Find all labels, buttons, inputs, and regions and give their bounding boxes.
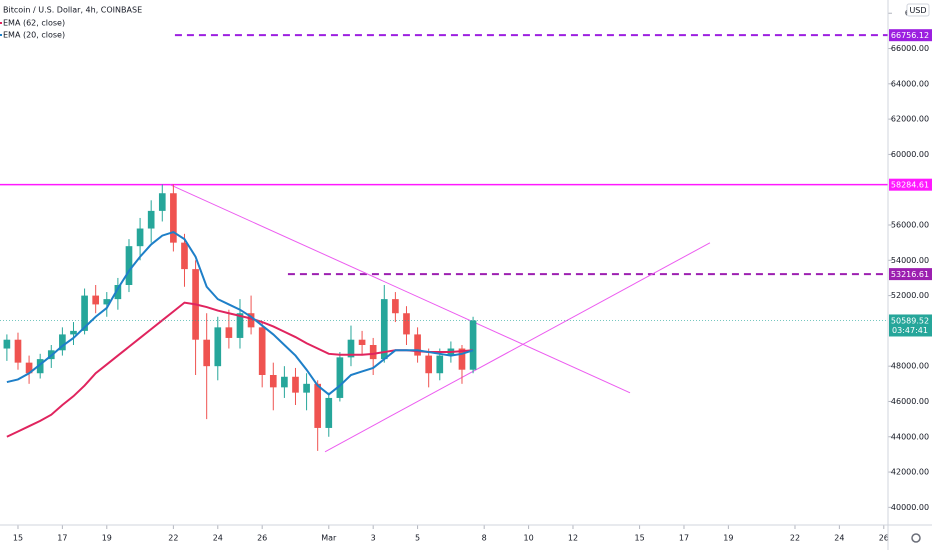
y-tick-label: 40000.00: [891, 503, 929, 512]
trend-line: [169, 184, 631, 394]
x-tick-label: 17: [57, 534, 67, 543]
plot-area: [0, 34, 888, 453]
candle-body: [436, 355, 444, 374]
countdown: 03:47:41: [892, 326, 928, 335]
candle-body: [392, 299, 399, 314]
x-tick-label: 26: [879, 534, 889, 543]
candle-body: [203, 339, 211, 367]
y-tick-label: 64000.00: [891, 79, 929, 88]
x-tick-label: Mar: [321, 534, 337, 543]
candle-body: [269, 375, 277, 388]
candle-body: [247, 313, 255, 328]
candle-body: [292, 376, 299, 393]
candle-body: [369, 345, 377, 360]
candle-body: [358, 339, 366, 345]
candle-body: [469, 320, 477, 370]
ema-line: [6, 230, 474, 396]
y-tick-label: 42000.00: [891, 468, 929, 477]
x-tick-label: 15: [13, 534, 23, 543]
candle-body: [303, 383, 310, 393]
x-tick-label: 22: [168, 534, 178, 543]
level-label: 66756.12: [891, 31, 929, 40]
candle-body: [425, 355, 433, 374]
x-tick-label: 26: [257, 534, 267, 543]
x-tick-label: 15: [634, 534, 644, 543]
legend-entry: EMA (20, close): [3, 31, 65, 40]
y-tick-label: 52000.00: [891, 291, 929, 300]
candle-body: [158, 193, 166, 211]
candle-body: [281, 376, 288, 388]
x-tick-label: 19: [723, 534, 733, 543]
x-tick-label: 10: [523, 534, 533, 543]
legend: Bitcoin / U.S. Dollar, 4h, COINBASE EMA …: [0, 6, 142, 40]
x-tick-label: 3: [371, 534, 376, 543]
candle-body: [136, 228, 144, 247]
candle-body: [225, 327, 233, 338]
candle-body: [92, 295, 100, 305]
price-label: 50589.52: [891, 316, 929, 325]
candle-body: [36, 359, 44, 374]
price-label-box: [889, 314, 932, 337]
currency-box[interactable]: [906, 3, 930, 17]
y-tick-label: 46000.00: [891, 397, 929, 406]
level-label-box: [889, 29, 932, 42]
candle-body: [414, 334, 421, 356]
level-label: 58284.61: [891, 181, 929, 190]
candle-body: [403, 313, 410, 335]
trend-line: [324, 242, 711, 453]
candle-body: [170, 193, 177, 243]
candle-body: [214, 327, 222, 367]
y-tick-label: 66000.00: [891, 44, 929, 53]
x-tick-label: 24: [213, 534, 223, 543]
candle-body: [147, 210, 155, 229]
candle-body: [125, 246, 133, 285]
candle-body: [347, 339, 355, 358]
x-tick-label: 22: [790, 534, 800, 543]
chart-title: Bitcoin / U.S. Dollar, 4h, COINBASE: [3, 6, 142, 15]
candle-body: [458, 348, 466, 370]
x-tick-label: 24: [834, 534, 844, 543]
candle-body: [70, 330, 77, 335]
y-tick-label: 48000.00: [891, 362, 929, 371]
settings-icon[interactable]: [911, 533, 921, 543]
candle-body: [59, 334, 66, 351]
y-tick-label: 54000.00: [891, 256, 929, 265]
candle-body: [25, 362, 33, 374]
candle-body: [325, 397, 333, 428]
candle-body: [236, 313, 244, 338]
x-tick-label: 19: [102, 534, 112, 543]
candle-body: [336, 357, 344, 398]
x-tick-label: 5: [415, 534, 420, 543]
candle-body: [114, 285, 122, 300]
y-tick-label: 60000.00: [891, 150, 929, 159]
candle-body: [3, 339, 11, 349]
y-tick-label: 44000.00: [891, 432, 929, 441]
candle-body: [380, 299, 388, 360]
candle-body: [14, 339, 22, 363]
price-axis: 40000.00 42000.00 44000.00 46000.00 48000.00…: [888, 9, 932, 512]
currency: USD: [909, 6, 926, 15]
level-label: 53216.61: [891, 270, 929, 279]
candle-body: [81, 295, 88, 331]
candle-body: [258, 327, 266, 375]
candle-body: [103, 299, 111, 305]
x-tick-label: 17: [679, 534, 689, 543]
y-tick-label: 56000.00: [891, 221, 929, 230]
level-label-box: [889, 268, 932, 281]
legend-entry: EMA (62, close): [3, 19, 65, 28]
x-tick-label: 8: [482, 534, 487, 543]
y-tick-label: 62000.00: [891, 115, 929, 124]
time-axis: 15 17 19 22 24 26 Mar 3 5 8 10 12 15 17 19 22 24 26: [13, 525, 889, 543]
x-tick-label: 12: [568, 534, 578, 543]
candle-body: [181, 242, 188, 270]
candle-body: [314, 383, 322, 428]
level-label-box: [889, 178, 932, 191]
settings-icon[interactable]: [911, 533, 921, 543]
